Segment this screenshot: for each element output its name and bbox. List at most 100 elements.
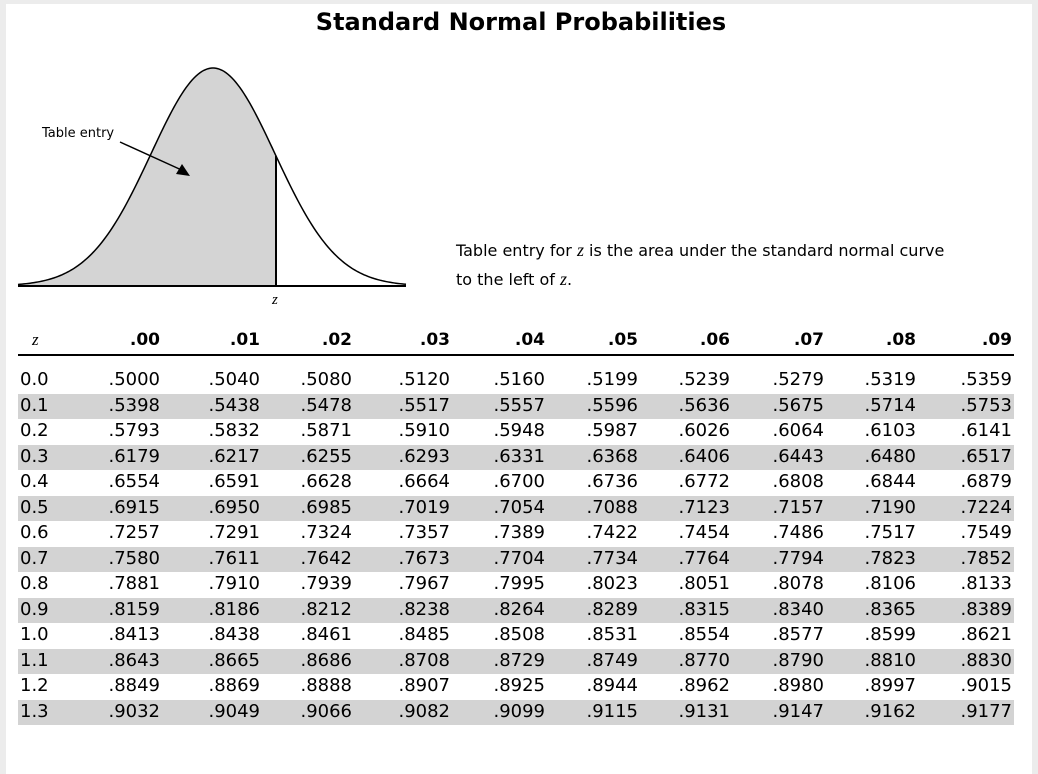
- probability-cell: .8315: [678, 598, 730, 620]
- probability-cell: .8531: [586, 624, 638, 645]
- probability-cell: .6915: [108, 496, 160, 518]
- table-row: 0.2 .5793 .5832 .5871 .5910 .5948 .5987 .6026 .6…: [18, 419, 1014, 445]
- column-header: .09: [981, 330, 1012, 350]
- probability-cell: .6736: [586, 471, 638, 492]
- probability-cell: .7291: [208, 522, 260, 543]
- probability-cell: .6879: [960, 471, 1012, 492]
- probability-cell: .7454: [678, 522, 730, 543]
- probability-cell: .8980: [772, 675, 824, 696]
- probability-cell: .6406: [678, 445, 730, 467]
- table-row: 1.0 .8413 .8438 .8461 .8485 .8508 .8531 .8554 .8…: [18, 623, 1014, 649]
- probability-cell: .8708: [398, 649, 450, 671]
- probability-cell: .8621: [960, 624, 1012, 645]
- probability-cell: .6480: [864, 445, 916, 467]
- shaded-area: [18, 68, 276, 286]
- probability-cell: .8159: [108, 598, 160, 620]
- probability-cell: .5753: [960, 394, 1012, 416]
- probability-cell: .7852: [960, 547, 1012, 569]
- table-row: 1.2 .8849 .8869 .8888 .8907 .8925 .8944 .8962 .8…: [18, 674, 1014, 700]
- arrowhead-icon: [176, 164, 190, 176]
- probability-cell: .5636: [678, 394, 730, 416]
- probability-cell: .6628: [300, 471, 352, 492]
- z-value-cell: 1.2: [20, 675, 49, 696]
- desc-z: z: [560, 269, 568, 289]
- probability-cell: .5793: [108, 420, 160, 441]
- probability-cell: .8925: [493, 675, 545, 696]
- probability-cell: .8849: [108, 675, 160, 696]
- probability-cell: .6554: [108, 471, 160, 492]
- z-value-cell: 1.3: [20, 700, 49, 722]
- probability-cell: .8577: [772, 624, 824, 645]
- table-header: z .00 .01 .02 .03 .04 .05 .06 .07 .08 .09: [18, 330, 1014, 354]
- probability-cell: .5199: [586, 369, 638, 390]
- table-entry-arrow: [119, 141, 187, 173]
- probability-cell: .7673: [398, 547, 450, 569]
- probability-cell: .7054: [493, 496, 545, 518]
- probability-cell: .6293: [398, 445, 450, 467]
- probability-cell: .7794: [772, 547, 824, 569]
- normal-curve-figure: Table entry z: [17, 67, 407, 308]
- probability-cell: .5478: [300, 394, 352, 416]
- probability-cell: .5517: [398, 394, 450, 416]
- probability-cell: .7224: [960, 496, 1012, 518]
- probability-cell: .7823: [864, 547, 916, 569]
- probability-cell: .9162: [864, 700, 916, 722]
- z-value-cell: 0.5: [20, 496, 49, 518]
- page-title: Standard Normal Probabilities: [315, 8, 727, 36]
- probability-cell: .8106: [864, 573, 916, 594]
- probability-cell: .5948: [493, 420, 545, 441]
- probability-cell: .8869: [208, 675, 260, 696]
- column-header: .02: [321, 330, 352, 350]
- probability-cell: .5319: [864, 369, 916, 390]
- table-row: 0.4 .6554 .6591 .6628 .6664 .6700 .6736 .6772 .6…: [18, 470, 1014, 496]
- z-axis-label: z: [271, 292, 278, 308]
- probability-cell: .5040: [208, 369, 260, 390]
- probability-table: z .00 .01 .02 .03 .04 .05 .06 .07 .08 .09 0.0 .500…: [18, 330, 1014, 725]
- desc-text: to the left of: [456, 270, 560, 289]
- column-header: .06: [699, 330, 730, 350]
- probability-cell: .8554: [678, 624, 730, 645]
- column-header: .01: [229, 330, 260, 350]
- probability-cell: .8340: [772, 598, 824, 620]
- probability-cell: .6591: [208, 471, 260, 492]
- probability-cell: .8212: [300, 598, 352, 620]
- probability-cell: .7157: [772, 496, 824, 518]
- probability-cell: .8997: [864, 675, 916, 696]
- probability-cell: .6141: [960, 420, 1012, 441]
- column-header: .08: [885, 330, 916, 350]
- probability-cell: .7019: [398, 496, 450, 518]
- probability-cell: .8365: [864, 598, 916, 620]
- z-value-cell: 0.1: [20, 394, 49, 416]
- probability-cell: .5279: [772, 369, 824, 390]
- probability-cell: .8413: [108, 624, 160, 645]
- probability-cell: .8962: [678, 675, 730, 696]
- probability-cell: .7549: [960, 522, 1012, 543]
- z-value-cell: 0.7: [20, 547, 49, 569]
- probability-cell: .9066: [300, 700, 352, 722]
- z-value-cell: 0.0: [20, 369, 49, 390]
- probability-cell: .5000: [108, 369, 160, 390]
- probability-cell: .7324: [300, 522, 352, 543]
- probability-cell: .6808: [772, 471, 824, 492]
- probability-cell: .8810: [864, 649, 916, 671]
- table-row: 1.3 .9032 .9049 .9066 .9082 .9099 .9115 .9131 .9…: [18, 699, 1014, 725]
- probability-cell: .7486: [772, 522, 824, 543]
- probability-cell: .7939: [300, 573, 352, 594]
- probability-cell: .8238: [398, 598, 450, 620]
- table-row: 0.7 .7580 .7611 .7642 .7673 .7704 .7734 .7764 .7…: [18, 546, 1014, 572]
- probability-cell: .7910: [208, 573, 260, 594]
- probability-cell: .8023: [586, 573, 638, 594]
- probability-cell: .5080: [300, 369, 352, 390]
- probability-cell: .9032: [108, 700, 160, 722]
- z-value-cell: 0.4: [20, 471, 49, 492]
- probability-cell: .9015: [960, 675, 1012, 696]
- desc-z: z: [576, 240, 584, 260]
- probability-cell: .7357: [398, 522, 450, 543]
- desc-text: Table entry for: [456, 241, 577, 260]
- table-row: 0.1 .5398 .5438 .5478 .5517 .5557 .5596 .5636 .5…: [18, 393, 1014, 419]
- z-column-header: z: [32, 330, 39, 349]
- table-entry-label: Table entry: [41, 126, 114, 141]
- probability-cell: .8051: [678, 573, 730, 594]
- probability-cell: .9131: [678, 700, 730, 722]
- probability-cell: .8643: [108, 649, 160, 671]
